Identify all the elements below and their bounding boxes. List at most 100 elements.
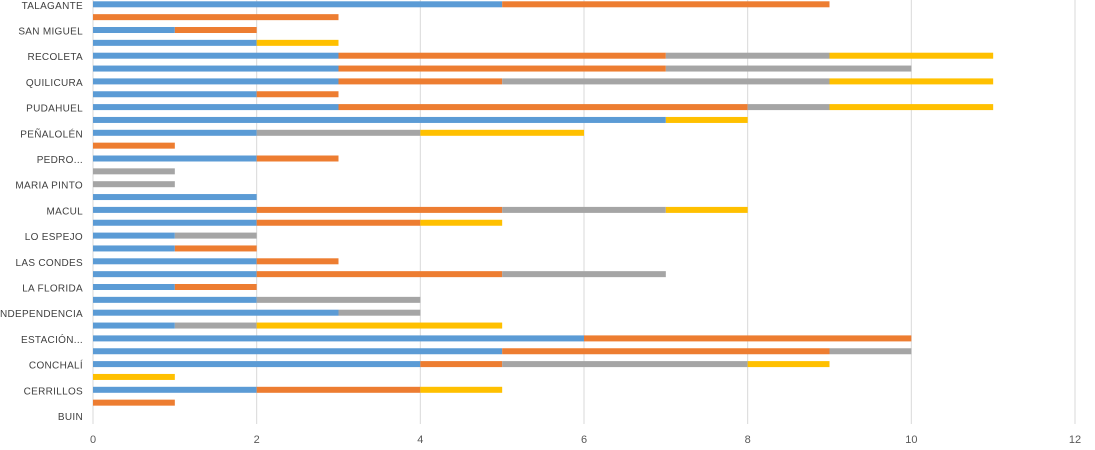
bar-segment-series-1: [93, 65, 339, 72]
bar-segment-series-2: [174, 27, 257, 33]
bar-segment-series-1: [93, 258, 257, 265]
bar-segment-series-1: [93, 91, 257, 98]
bar-segment-series-3: [502, 206, 666, 213]
bar-segment-series-4: [420, 129, 584, 136]
bar-segment-series-3: [502, 361, 748, 368]
category-label: BUIN: [58, 412, 83, 423]
bar-segment-series-3: [93, 168, 175, 175]
bar-segment-series-3: [338, 309, 421, 316]
x-tick-label: 8: [745, 434, 751, 446]
bar-segment-series-4: [747, 361, 830, 368]
bar-segment-series-2: [256, 155, 339, 162]
bar-segment-series-3: [256, 129, 421, 136]
category-label: SAN MIGUEL: [18, 27, 83, 38]
bar-segment-series-1: [93, 78, 339, 85]
bar-segment-series-1: [93, 27, 175, 33]
bar-segment-series-3: [665, 52, 830, 59]
bar-segment-series-2: [502, 1, 830, 8]
bar-segment-series-1: [93, 386, 257, 393]
bar-segment-series-3: [502, 271, 666, 278]
bar-segment-series-1: [93, 271, 257, 278]
x-tick-label: 6: [581, 434, 587, 446]
bar-segment-series-4: [829, 78, 994, 85]
bar-segment-series-3: [829, 348, 912, 355]
bar-segment-series-2: [256, 258, 339, 265]
category-label: CERRILLOS: [24, 386, 83, 397]
bar-segment-series-1: [93, 348, 503, 355]
bar-segment-series-2: [93, 399, 175, 406]
bar-segment-series-2: [256, 271, 503, 278]
bar-segment-series-1: [93, 219, 257, 226]
bar-segment-series-4: [420, 219, 503, 226]
bar-segment-series-2: [256, 91, 339, 98]
bar-segment-series-4: [829, 52, 994, 59]
category-label: CONCHALÍ: [29, 359, 83, 372]
bar-segment-series-1: [93, 206, 257, 213]
category-label: MACUL: [46, 206, 83, 217]
category-label: MARIA PINTO: [15, 181, 83, 192]
bar-segment-series-4: [256, 322, 503, 329]
bar-segment-series-4: [829, 104, 994, 111]
x-tick-label: 12: [1069, 434, 1081, 446]
bar-segment-series-1: [93, 232, 175, 239]
bar-segment-series-3: [174, 322, 257, 329]
bar-segment-series-2: [584, 335, 912, 342]
bar-segment-series-4: [665, 206, 748, 213]
category-label: PUDAHUEL: [26, 104, 83, 115]
bar-segment-series-2: [93, 14, 339, 21]
x-tick-label: 2: [254, 434, 260, 446]
bar-segment-series-2: [338, 104, 748, 111]
x-tick-label: 4: [417, 434, 423, 446]
bar-segment-series-2: [502, 348, 830, 355]
bar-segment-series-2: [338, 65, 666, 72]
bar-segment-series-2: [174, 284, 257, 290]
category-label: LAS CONDES: [16, 258, 83, 269]
category-label: PEÑALOLÉN: [20, 127, 83, 140]
bar-segment-series-2: [338, 52, 666, 59]
bar-segment-series-1: [93, 335, 584, 342]
bar-segment-series-4: [665, 116, 748, 123]
bar-segment-series-1: [93, 116, 666, 123]
bar-segment-series-1: [93, 155, 257, 162]
bar-segment-series-4: [93, 373, 175, 380]
bar-segment-series-1: [93, 361, 421, 368]
bar-segment-series-1: [93, 194, 257, 201]
bar-segment-series-3: [174, 232, 257, 239]
bar-segment-series-3: [93, 181, 175, 188]
category-label: RECOLETA: [27, 52, 83, 63]
x-tick-label: 0: [90, 434, 96, 446]
category-label: ESTACIÓN...: [21, 333, 83, 346]
bar-segment-series-3: [665, 65, 912, 72]
bar-segment-series-3: [747, 104, 830, 111]
bar-segment-series-1: [93, 284, 175, 290]
category-label: LA FLORIDA: [22, 284, 83, 295]
bar-segment-series-1: [93, 245, 175, 252]
category-label: QUILICURA: [26, 78, 83, 89]
category-label: TALAGANTE: [22, 1, 83, 12]
bar-segment-series-1: [93, 129, 257, 136]
bar-segment-series-3: [256, 296, 421, 303]
bar-segment-series-4: [420, 386, 503, 393]
bar-segment-series-4: [256, 39, 339, 46]
bar-segment-series-2: [174, 245, 257, 252]
bar-segment-series-1: [93, 296, 257, 303]
bar-segment-series-2: [420, 361, 503, 368]
bar-segment-series-1: [93, 52, 339, 59]
x-tick-label: 10: [905, 434, 917, 446]
category-label: PEDRO...: [37, 155, 83, 166]
bar-segment-series-2: [338, 78, 503, 85]
bar-segment-series-1: [93, 1, 503, 8]
bar-segment-series-2: [256, 219, 421, 226]
bar-segment-series-3: [502, 78, 830, 85]
bar-segment-series-2: [93, 142, 175, 149]
category-label: INDEPENDENCIA: [0, 309, 83, 320]
bar-segment-series-2: [256, 206, 503, 213]
bar-segment-series-1: [93, 322, 175, 329]
bar-segment-series-2: [256, 386, 421, 393]
bar-segment-series-1: [93, 39, 257, 46]
bar-segment-series-1: [93, 104, 339, 111]
bar-segment-series-1: [93, 309, 339, 316]
category-label: LO ESPEJO: [25, 232, 83, 243]
